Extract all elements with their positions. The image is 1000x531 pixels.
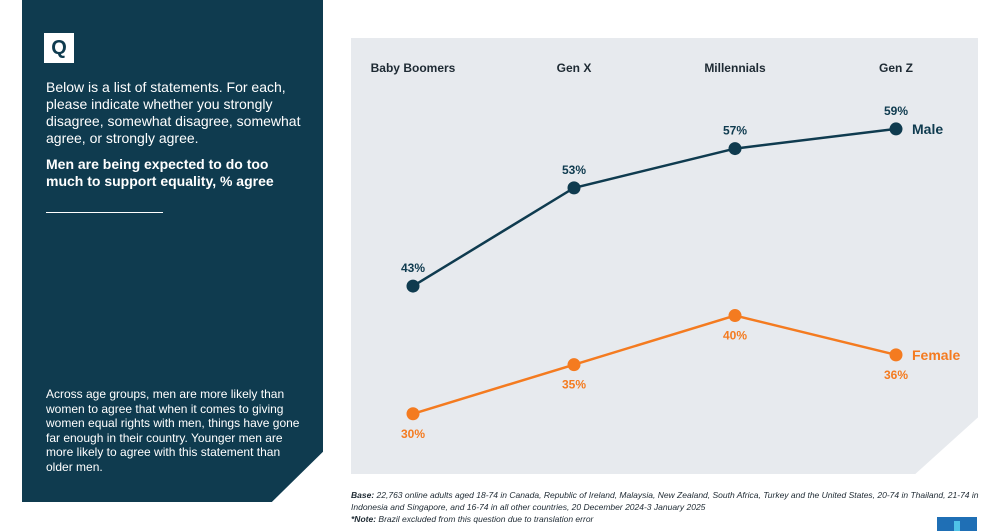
female-data-label: 36% [884, 368, 908, 382]
male-data-label: 59% [884, 104, 908, 118]
male-series-line [412, 127, 897, 288]
male-point-gen-x [567, 181, 581, 195]
question-intro: Below is a list of statements. For each,… [46, 79, 301, 146]
category-label-gen-x: Gen X [557, 61, 592, 75]
female-data-label: 30% [401, 427, 425, 441]
question-badge: Q [44, 33, 74, 63]
female-point-millennials [728, 309, 742, 323]
female-point-baby-boomers [406, 407, 420, 421]
category-label-gen-z: Gen Z [879, 61, 913, 75]
male-point-millennials [728, 142, 742, 156]
panel-divider [46, 212, 163, 213]
male-data-label: 43% [401, 261, 425, 275]
female-point-gen-z [889, 348, 903, 362]
category-label-millennials: Millennials [704, 61, 766, 75]
summary-text: Across age groups, men are more likely t… [46, 387, 300, 474]
brand-logo [937, 517, 977, 531]
female-series-line [412, 314, 897, 415]
male-point-baby-boomers [406, 279, 420, 293]
female-data-label: 35% [562, 378, 586, 392]
question-panel [22, 0, 323, 502]
male-data-label: 57% [723, 124, 747, 138]
female-legend-label: Female [912, 347, 960, 363]
base-label: Base: [351, 490, 375, 500]
male-legend-label: Male [912, 121, 943, 137]
translation-note: *Note: Brazil excluded from this questio… [351, 513, 981, 525]
question-statement: Men are being expected to do too much to… [46, 156, 274, 189]
male-point-gen-z [889, 122, 903, 136]
note-label: *Note: [351, 514, 377, 524]
female-data-label: 40% [723, 329, 747, 343]
base-text: 22,763 online adults aged 18-74 in Canad… [351, 490, 979, 512]
note-text: Brazil excluded from this question due t… [378, 514, 594, 524]
female-point-gen-x [567, 358, 581, 372]
category-label-baby-boomers: Baby Boomers [371, 61, 456, 75]
male-data-label: 53% [562, 163, 586, 177]
base-note: Base: 22,763 online adults aged 18-74 in… [351, 489, 981, 513]
footnote: Base: 22,763 online adults aged 18-74 in… [351, 489, 981, 525]
